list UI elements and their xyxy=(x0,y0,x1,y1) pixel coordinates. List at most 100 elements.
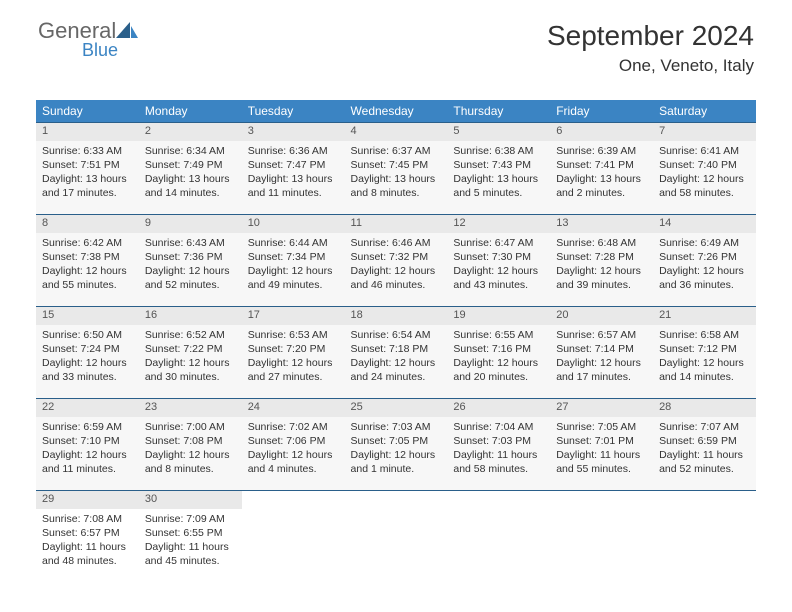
day-info-cell: Sunrise: 6:43 AMSunset: 7:36 PMDaylight:… xyxy=(139,233,242,307)
day-info-cell: Sunrise: 7:09 AMSunset: 6:55 PMDaylight:… xyxy=(139,509,242,583)
sunset-line: Sunset: 6:57 PM xyxy=(42,526,133,540)
daylight-line: Daylight: 13 hours and 2 minutes. xyxy=(556,172,647,200)
sunrise-line: Sunrise: 6:36 AM xyxy=(248,144,339,158)
dayname-header: Sunday xyxy=(36,100,139,123)
sunset-line: Sunset: 7:51 PM xyxy=(42,158,133,172)
sunrise-line: Sunrise: 6:54 AM xyxy=(351,328,442,342)
sunrise-line: Sunrise: 6:44 AM xyxy=(248,236,339,250)
day-info-cell: Sunrise: 7:04 AMSunset: 7:03 PMDaylight:… xyxy=(447,417,550,491)
daylight-line: Daylight: 12 hours and 55 minutes. xyxy=(42,264,133,292)
day-info-cell xyxy=(653,509,756,583)
sunset-line: Sunset: 7:16 PM xyxy=(453,342,544,356)
daylight-line: Daylight: 11 hours and 48 minutes. xyxy=(42,540,133,568)
day-number-cell: 30 xyxy=(139,491,242,509)
daylight-line: Daylight: 11 hours and 45 minutes. xyxy=(145,540,236,568)
daylight-line: Daylight: 12 hours and 49 minutes. xyxy=(248,264,339,292)
day-info-cell: Sunrise: 6:53 AMSunset: 7:20 PMDaylight:… xyxy=(242,325,345,399)
daylight-line: Daylight: 12 hours and 24 minutes. xyxy=(351,356,442,384)
dayname-header: Friday xyxy=(550,100,653,123)
day-info-cell: Sunrise: 6:59 AMSunset: 7:10 PMDaylight:… xyxy=(36,417,139,491)
day-number-cell: 17 xyxy=(242,307,345,325)
day-info-cell xyxy=(242,509,345,583)
dayname-header: Thursday xyxy=(447,100,550,123)
day-number-cell: 20 xyxy=(550,307,653,325)
daylight-line: Daylight: 12 hours and 33 minutes. xyxy=(42,356,133,384)
sunset-line: Sunset: 7:28 PM xyxy=(556,250,647,264)
day-info-cell: Sunrise: 6:57 AMSunset: 7:14 PMDaylight:… xyxy=(550,325,653,399)
day-number-cell: 4 xyxy=(345,123,448,141)
day-number-cell xyxy=(653,491,756,509)
day-info-cell: Sunrise: 7:02 AMSunset: 7:06 PMDaylight:… xyxy=(242,417,345,491)
month-title: September 2024 xyxy=(547,20,754,52)
day-number-cell: 8 xyxy=(36,215,139,233)
sunset-line: Sunset: 7:32 PM xyxy=(351,250,442,264)
sunrise-line: Sunrise: 7:09 AM xyxy=(145,512,236,526)
daylight-line: Daylight: 13 hours and 11 minutes. xyxy=(248,172,339,200)
day-number-cell: 11 xyxy=(345,215,448,233)
sunset-line: Sunset: 7:47 PM xyxy=(248,158,339,172)
sunset-line: Sunset: 7:22 PM xyxy=(145,342,236,356)
day-number-cell: 23 xyxy=(139,399,242,417)
sunset-line: Sunset: 7:40 PM xyxy=(659,158,750,172)
location-subtitle: One, Veneto, Italy xyxy=(547,56,754,76)
sunset-line: Sunset: 7:03 PM xyxy=(453,434,544,448)
daylight-line: Daylight: 13 hours and 8 minutes. xyxy=(351,172,442,200)
day-number-cell xyxy=(345,491,448,509)
day-info-cell: Sunrise: 6:41 AMSunset: 7:40 PMDaylight:… xyxy=(653,141,756,215)
sunset-line: Sunset: 7:41 PM xyxy=(556,158,647,172)
day-info-cell: Sunrise: 6:52 AMSunset: 7:22 PMDaylight:… xyxy=(139,325,242,399)
day-number-cell: 6 xyxy=(550,123,653,141)
sunrise-line: Sunrise: 6:41 AM xyxy=(659,144,750,158)
sunrise-calendar: SundayMondayTuesdayWednesdayThursdayFrid… xyxy=(36,100,756,583)
day-number-cell: 5 xyxy=(447,123,550,141)
sunset-line: Sunset: 7:10 PM xyxy=(42,434,133,448)
brand-word-2: Blue xyxy=(82,40,138,61)
header-block: September 2024 One, Veneto, Italy xyxy=(547,20,754,76)
daylight-line: Daylight: 12 hours and 14 minutes. xyxy=(659,356,750,384)
day-info-cell: Sunrise: 6:54 AMSunset: 7:18 PMDaylight:… xyxy=(345,325,448,399)
sunset-line: Sunset: 7:43 PM xyxy=(453,158,544,172)
sunrise-line: Sunrise: 7:00 AM xyxy=(145,420,236,434)
daylight-line: Daylight: 13 hours and 14 minutes. xyxy=(145,172,236,200)
day-number-cell: 18 xyxy=(345,307,448,325)
day-info-cell: Sunrise: 7:03 AMSunset: 7:05 PMDaylight:… xyxy=(345,417,448,491)
sunrise-line: Sunrise: 7:04 AM xyxy=(453,420,544,434)
daylight-line: Daylight: 12 hours and 1 minute. xyxy=(351,448,442,476)
day-number-cell: 27 xyxy=(550,399,653,417)
dayname-header: Saturday xyxy=(653,100,756,123)
day-info-cell: Sunrise: 6:36 AMSunset: 7:47 PMDaylight:… xyxy=(242,141,345,215)
day-info-row: Sunrise: 6:50 AMSunset: 7:24 PMDaylight:… xyxy=(36,325,756,399)
brand-logo: General Blue xyxy=(38,18,138,61)
day-info-cell: Sunrise: 6:38 AMSunset: 7:43 PMDaylight:… xyxy=(447,141,550,215)
sunrise-line: Sunrise: 6:42 AM xyxy=(42,236,133,250)
day-number-cell: 22 xyxy=(36,399,139,417)
day-info-cell: Sunrise: 6:50 AMSunset: 7:24 PMDaylight:… xyxy=(36,325,139,399)
sunset-line: Sunset: 7:18 PM xyxy=(351,342,442,356)
day-number-cell: 19 xyxy=(447,307,550,325)
day-number-cell: 21 xyxy=(653,307,756,325)
day-number-cell: 7 xyxy=(653,123,756,141)
sunrise-line: Sunrise: 6:46 AM xyxy=(351,236,442,250)
sunrise-line: Sunrise: 7:03 AM xyxy=(351,420,442,434)
day-info-cell: Sunrise: 7:08 AMSunset: 6:57 PMDaylight:… xyxy=(36,509,139,583)
sunset-line: Sunset: 7:49 PM xyxy=(145,158,236,172)
day-info-cell: Sunrise: 7:05 AMSunset: 7:01 PMDaylight:… xyxy=(550,417,653,491)
daylight-line: Daylight: 12 hours and 36 minutes. xyxy=(659,264,750,292)
sunrise-line: Sunrise: 7:08 AM xyxy=(42,512,133,526)
day-number-cell xyxy=(447,491,550,509)
day-info-cell xyxy=(345,509,448,583)
daylight-line: Daylight: 12 hours and 17 minutes. xyxy=(556,356,647,384)
sunrise-line: Sunrise: 6:47 AM xyxy=(453,236,544,250)
daylight-line: Daylight: 11 hours and 52 minutes. xyxy=(659,448,750,476)
sunset-line: Sunset: 7:24 PM xyxy=(42,342,133,356)
day-number-cell: 9 xyxy=(139,215,242,233)
day-number-cell: 13 xyxy=(550,215,653,233)
sunrise-line: Sunrise: 6:55 AM xyxy=(453,328,544,342)
sunrise-line: Sunrise: 6:53 AM xyxy=(248,328,339,342)
day-number-cell: 25 xyxy=(345,399,448,417)
sunrise-line: Sunrise: 6:49 AM xyxy=(659,236,750,250)
sunrise-line: Sunrise: 7:05 AM xyxy=(556,420,647,434)
sunrise-line: Sunrise: 7:02 AM xyxy=(248,420,339,434)
day-info-cell: Sunrise: 6:48 AMSunset: 7:28 PMDaylight:… xyxy=(550,233,653,307)
day-info-row: Sunrise: 6:33 AMSunset: 7:51 PMDaylight:… xyxy=(36,141,756,215)
